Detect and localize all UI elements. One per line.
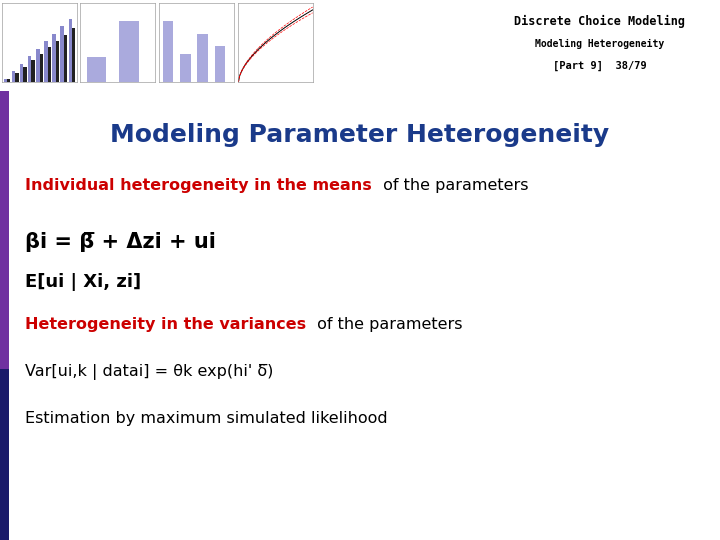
Bar — [28, 56, 32, 82]
Bar — [63, 35, 67, 82]
Text: Individual heterogeneity in the means: Individual heterogeneity in the means — [25, 178, 372, 193]
Text: Var[ui,k | datai] = θk exp(hi' δ̅): Var[ui,k | datai] = θk exp(hi' δ̅) — [25, 364, 274, 380]
Bar — [55, 41, 59, 82]
Bar — [40, 54, 42, 82]
Text: Discrete Choice Modeling: Discrete Choice Modeling — [514, 15, 685, 28]
Bar — [163, 21, 174, 82]
Bar — [87, 57, 107, 82]
Bar — [0, 369, 9, 540]
Bar — [12, 71, 15, 82]
Bar — [45, 41, 48, 82]
Text: of the parameters: of the parameters — [378, 178, 528, 193]
Bar — [72, 28, 75, 82]
Bar — [60, 26, 63, 82]
Bar — [215, 46, 225, 82]
Text: of the parameters: of the parameters — [312, 317, 462, 332]
Bar — [197, 35, 208, 82]
Bar — [68, 18, 72, 82]
Bar — [15, 73, 19, 82]
Bar — [48, 48, 51, 82]
Text: E[ui | Xi, zi]: E[ui | Xi, zi] — [25, 273, 141, 291]
Bar — [23, 66, 27, 82]
Bar — [0, 91, 9, 369]
Bar — [36, 49, 40, 82]
Text: Estimation by maximum simulated likelihood: Estimation by maximum simulated likeliho… — [25, 411, 388, 427]
Bar — [180, 55, 191, 82]
Bar — [4, 79, 7, 82]
Bar — [32, 60, 35, 82]
Text: Modeling Parameter Heterogeneity: Modeling Parameter Heterogeneity — [110, 123, 610, 147]
Text: βi = β̅ + Δzi + ui: βi = β̅ + Δzi + ui — [25, 232, 216, 252]
Text: [Part 9]  38/79: [Part 9] 38/79 — [552, 61, 647, 71]
Bar — [119, 21, 138, 82]
Text: Heterogeneity in the variances: Heterogeneity in the variances — [25, 317, 306, 332]
Text: Modeling Heterogeneity: Modeling Heterogeneity — [535, 39, 664, 49]
Bar — [7, 79, 11, 82]
Bar — [53, 33, 55, 82]
Bar — [20, 64, 23, 82]
